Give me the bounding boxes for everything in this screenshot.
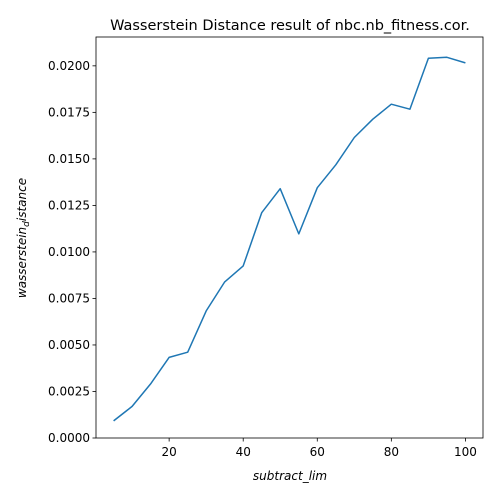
y-tick-label: 0.0050 (48, 338, 90, 352)
x-axis: 20 40 60 80 100 (162, 438, 477, 459)
y-tick-label: 0.0100 (48, 245, 90, 259)
y-axis-label-subscript: d (22, 221, 32, 227)
x-axis-label: subtract_lim (253, 469, 327, 483)
x-tick-label: 20 (162, 445, 177, 459)
plot-frame (95, 36, 484, 439)
chart-title: Wasserstein Distance result of nbc.nb_fi… (110, 18, 470, 34)
x-tick-label: 80 (384, 445, 399, 459)
plot-area (96, 37, 483, 438)
y-tick-label: 0.0150 (48, 152, 90, 166)
series-line (113, 56, 466, 422)
y-tick-label: 0.0025 (48, 385, 90, 399)
y-axis-label-main: wasserstein (15, 227, 29, 298)
y-axis: 0.0000 0.0025 0.0050 0.0075 0.0100 0.0125 0.01… (48, 59, 96, 445)
x-tick-label: 40 (236, 445, 251, 459)
y-tick-label: 0.0000 (48, 431, 90, 445)
y-axis-label: wassersteindistance (15, 178, 32, 298)
y-tick-label: 0.0075 (48, 292, 90, 306)
x-tick-label: 60 (310, 445, 325, 459)
y-axis-label-rest: istance (15, 178, 29, 221)
x-tick-label: 100 (454, 445, 477, 459)
y-tick-label: 0.0200 (48, 59, 90, 73)
y-tick-label: 0.0125 (48, 199, 90, 213)
y-tick-label: 0.0175 (48, 106, 90, 120)
